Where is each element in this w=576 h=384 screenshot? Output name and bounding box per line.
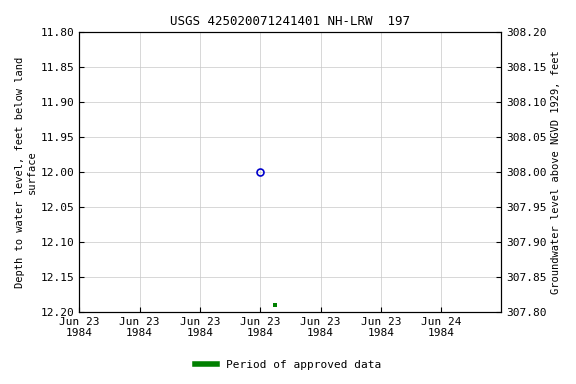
Y-axis label: Depth to water level, feet below land
surface: Depth to water level, feet below land su…: [15, 56, 37, 288]
Legend: Period of approved data: Period of approved data: [191, 356, 385, 375]
Title: USGS 425020071241401 NH-LRW  197: USGS 425020071241401 NH-LRW 197: [170, 15, 411, 28]
Y-axis label: Groundwater level above NGVD 1929, feet: Groundwater level above NGVD 1929, feet: [551, 50, 561, 294]
